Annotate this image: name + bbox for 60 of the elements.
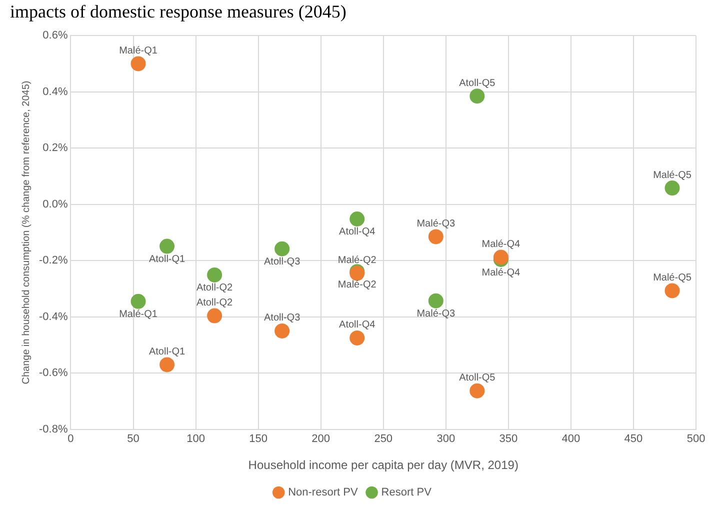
- legend-label: Non-resort PV: [288, 486, 358, 499]
- chart-title: impacts of domestic response measures (2045): [10, 2, 346, 22]
- x-tick-label: 350: [499, 433, 518, 446]
- point: [207, 267, 222, 282]
- data-label: Atoll-Q4: [339, 320, 376, 331]
- point: [274, 323, 290, 338]
- x-tick-label: 500: [686, 433, 706, 446]
- data-label: Malé-Q4: [482, 239, 521, 250]
- x-tick-label: 450: [624, 433, 643, 446]
- data-label: Malé-Q2: [338, 255, 377, 266]
- x-axis-title: Household income per capita per day (MVR, 2019): [248, 458, 518, 472]
- data-label: Malé-Q3: [416, 308, 456, 320]
- y-tick-label: -0.2%: [38, 254, 68, 267]
- x-tick-label: 200: [312, 433, 330, 446]
- point: [160, 357, 175, 372]
- point: [160, 238, 175, 254]
- data-label: Malé-Q1: [119, 45, 158, 56]
- data-label: Malé-Q3: [416, 218, 456, 230]
- data-label: Atoll-Q3: [264, 312, 301, 324]
- y-tick-label: 0.0%: [42, 198, 68, 210]
- data-label: Atoll-Q1: [148, 254, 186, 266]
- y-tick-label: -0.6%: [38, 367, 68, 380]
- point: [470, 88, 485, 104]
- point: [130, 294, 146, 309]
- y-tick-label: 0.2%: [42, 142, 68, 154]
- point: [274, 241, 290, 256]
- y-tick-label: 0.6%: [42, 30, 68, 42]
- data-label: Atoll-Q2: [196, 282, 234, 294]
- data-label: Malé-Q1: [119, 309, 158, 320]
- y-axis-title: Change in household consumption (% change from reference, 2045): [20, 80, 32, 384]
- x-tick-label: 50: [127, 433, 140, 446]
- x-tick-label: 100: [186, 433, 205, 446]
- x-tick-label: 250: [374, 433, 393, 446]
- x-tick-label: 150: [249, 433, 268, 446]
- data-label: Atoll-Q2: [196, 298, 234, 309]
- legend-label: Resort PV: [381, 486, 432, 499]
- y-tick-label: 0.4%: [42, 86, 68, 98]
- point: [664, 283, 680, 298]
- x-tick-label: 400: [562, 433, 580, 446]
- point: [470, 383, 485, 398]
- y-tick-label: -0.4%: [38, 310, 68, 323]
- point: [350, 330, 365, 346]
- point: [428, 229, 444, 244]
- point: [350, 212, 365, 226]
- point: [428, 293, 444, 308]
- data-label: Atoll-Q5: [459, 78, 496, 89]
- data-label: Malé-Q2: [338, 279, 377, 290]
- data-label: Atoll-Q3: [264, 256, 301, 268]
- y-tick-label: -0.8%: [38, 423, 68, 436]
- point: [664, 180, 680, 196]
- data-label: Malé-Q5: [653, 272, 692, 284]
- data-label: Atoll-Q1: [148, 346, 186, 358]
- data-label: Atoll-Q5: [459, 372, 496, 384]
- data-label: Malé-Q4: [482, 267, 521, 278]
- point: [207, 308, 222, 324]
- data-label: Atoll-Q4: [339, 226, 376, 238]
- point: [130, 56, 146, 72]
- data-label: Malé-Q5: [653, 170, 692, 181]
- x-tick-label: 300: [436, 433, 456, 446]
- x-tick-label: 0: [68, 433, 74, 446]
